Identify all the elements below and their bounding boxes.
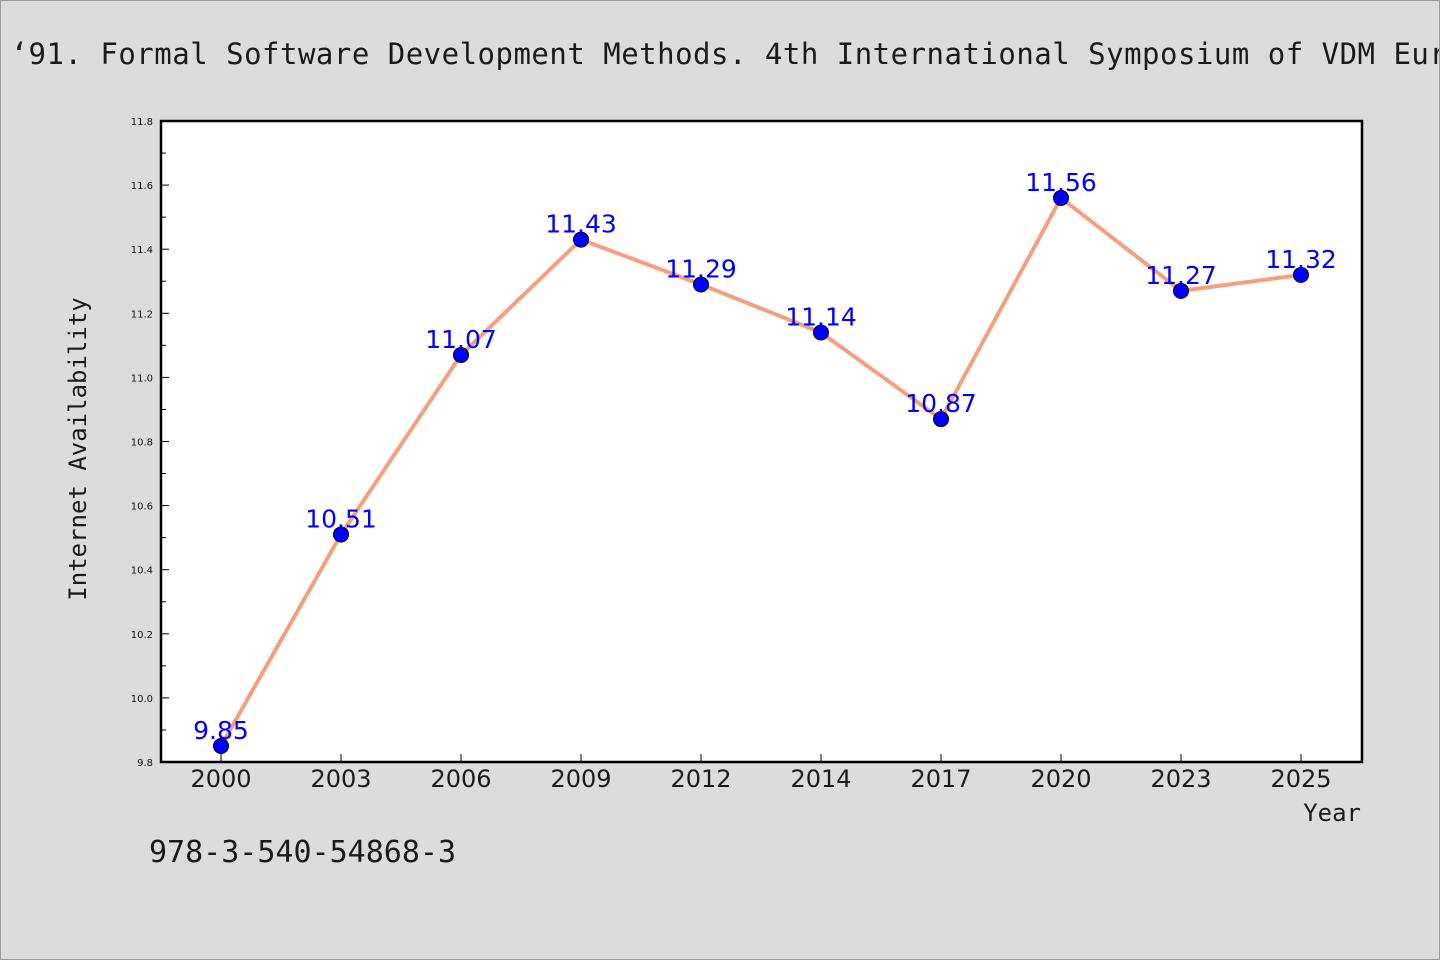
y-tick-label: 10.0 bbox=[131, 694, 153, 705]
y-tick-label: 11.6 bbox=[131, 181, 153, 192]
x-tick-label: 2000 bbox=[190, 765, 251, 793]
x-tick-label: 2025 bbox=[1270, 765, 1331, 793]
series-group: 9.85 10.51 11.07 11.43 11.29 11.14 10.87 11.56 1… bbox=[193, 168, 1337, 754]
x-tick-label: 2020 bbox=[1030, 765, 1091, 793]
y-tick-label: 11.2 bbox=[131, 309, 153, 320]
plot-area bbox=[161, 121, 1362, 762]
y-tick-label: 10.2 bbox=[131, 630, 153, 641]
data-point bbox=[1053, 189, 1069, 206]
data-label: 10.87 bbox=[905, 389, 977, 418]
y-axis-ticks: 9.8 10.0 10.2 10.4 10.6 10.8 11.0 11.2 11.4 11.6 1… bbox=[131, 117, 169, 769]
y-tick-label: 11.8 bbox=[131, 117, 153, 128]
data-point bbox=[813, 324, 829, 341]
y-tick-label: 10.8 bbox=[131, 438, 153, 449]
x-tick-label: 2006 bbox=[430, 765, 491, 793]
data-label: 11.29 bbox=[665, 254, 737, 283]
data-label: 11.27 bbox=[1145, 261, 1217, 290]
data-label: 11.14 bbox=[785, 303, 857, 332]
y-tick-label: 11.4 bbox=[131, 245, 153, 256]
data-point bbox=[573, 231, 589, 248]
data-label: 11.32 bbox=[1265, 245, 1337, 274]
data-point bbox=[333, 526, 349, 543]
data-label: 11.07 bbox=[425, 325, 497, 354]
data-point bbox=[933, 411, 949, 428]
data-point bbox=[213, 737, 229, 754]
chart-title: VDM ‘91. Formal Software Development Met… bbox=[0, 37, 1440, 71]
data-point bbox=[1173, 282, 1189, 299]
data-label: 9.85 bbox=[193, 716, 249, 745]
y-axis-title: Internet Availability bbox=[64, 297, 92, 600]
y-tick-label: 10.4 bbox=[131, 566, 153, 577]
y-tick-label: 10.6 bbox=[131, 502, 153, 513]
data-point bbox=[453, 346, 469, 363]
data-label: 11.43 bbox=[545, 210, 617, 239]
data-point bbox=[1293, 266, 1309, 283]
plot-border bbox=[159, 119, 1364, 764]
x-tick-label: 2003 bbox=[310, 765, 371, 793]
y-tick-label: 11.0 bbox=[131, 373, 153, 384]
data-label: 11.56 bbox=[1025, 168, 1097, 197]
x-tick-label: 2014 bbox=[790, 765, 851, 793]
isbn-footnote: 978-3-540-54868-3 bbox=[149, 835, 457, 870]
x-axis-ticks: 2000 2003 2006 2009 2012 2014 2017 2020 2023 2025 bbox=[190, 754, 1332, 793]
y-tick-label: 9.8 bbox=[137, 758, 153, 769]
x-axis-title: Year bbox=[1303, 799, 1361, 827]
series-line bbox=[219, 195, 1302, 747]
x-tick-label: 2023 bbox=[1150, 765, 1211, 793]
x-tick-label: 2009 bbox=[550, 765, 611, 793]
data-point bbox=[693, 276, 709, 293]
x-tick-label: 2012 bbox=[670, 765, 731, 793]
data-label: 10.51 bbox=[305, 504, 377, 533]
x-tick-label: 2017 bbox=[910, 765, 971, 793]
